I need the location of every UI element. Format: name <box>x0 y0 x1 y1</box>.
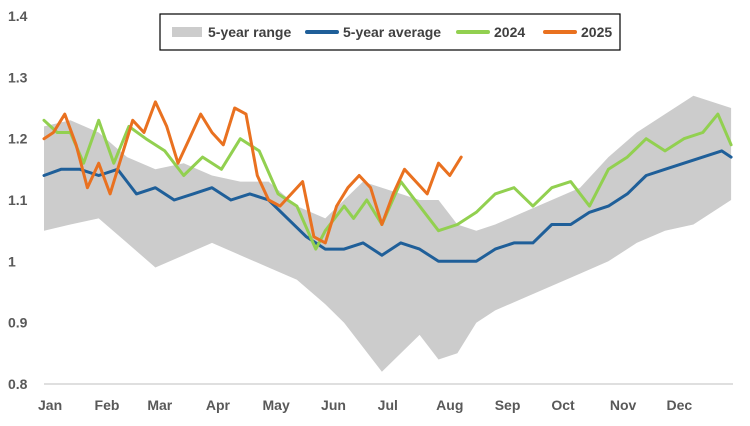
x-tick-label: Oct <box>551 397 575 413</box>
series-line-5-year-average <box>42 149 733 263</box>
x-tick-label: Feb <box>95 397 120 413</box>
range-band-area <box>44 95 732 372</box>
y-tick-label: 1.2 <box>8 131 28 147</box>
y-tick-label: 0.9 <box>8 315 28 331</box>
series-line-2025 <box>42 100 463 245</box>
legend-label: 5-year average <box>343 24 441 40</box>
legend-label: 5-year range <box>208 24 291 40</box>
series-layer <box>42 100 733 263</box>
legend-label: 2024 <box>494 24 525 40</box>
x-tick-label: Jun <box>321 397 346 413</box>
x-tick-label: Aug <box>436 397 463 413</box>
legend-item: 2024 <box>456 24 525 40</box>
legend-item: 2025 <box>543 24 612 40</box>
x-tick-label: Jan <box>38 397 62 413</box>
legend: 5-year range 5-year average 2024 2025 <box>159 13 621 51</box>
legend-label: 2025 <box>581 24 612 40</box>
x-tick-label: Nov <box>610 397 637 413</box>
x-tick-label: Dec <box>666 397 692 413</box>
x-tick-label: May <box>263 397 290 413</box>
y-tick-label: 1.4 <box>8 8 28 24</box>
y-tick-label: 1 <box>8 253 16 269</box>
x-axis-ticks: Jan Feb Mar Apr May Jun Jul Aug Sep Oct Nov Dec <box>38 397 692 413</box>
x-tick-label: Jul <box>378 397 398 413</box>
series-line-2024 <box>42 112 733 251</box>
x-tick-label: Mar <box>147 397 172 413</box>
legend-item: 5-year range <box>172 24 291 40</box>
y-tick-label: 1.3 <box>8 69 28 85</box>
x-tick-label: Apr <box>206 397 231 413</box>
legend-item: 5-year average <box>305 24 441 40</box>
y-tick-label: 0.8 <box>8 376 28 392</box>
y-tick-label: 1.1 <box>8 192 28 208</box>
x-tick-label: Sep <box>495 397 521 413</box>
range-band-layer <box>44 95 732 372</box>
y-axis-ticks: 0.8 0.9 1 1.1 1.2 1.3 1.4 <box>8 8 28 392</box>
